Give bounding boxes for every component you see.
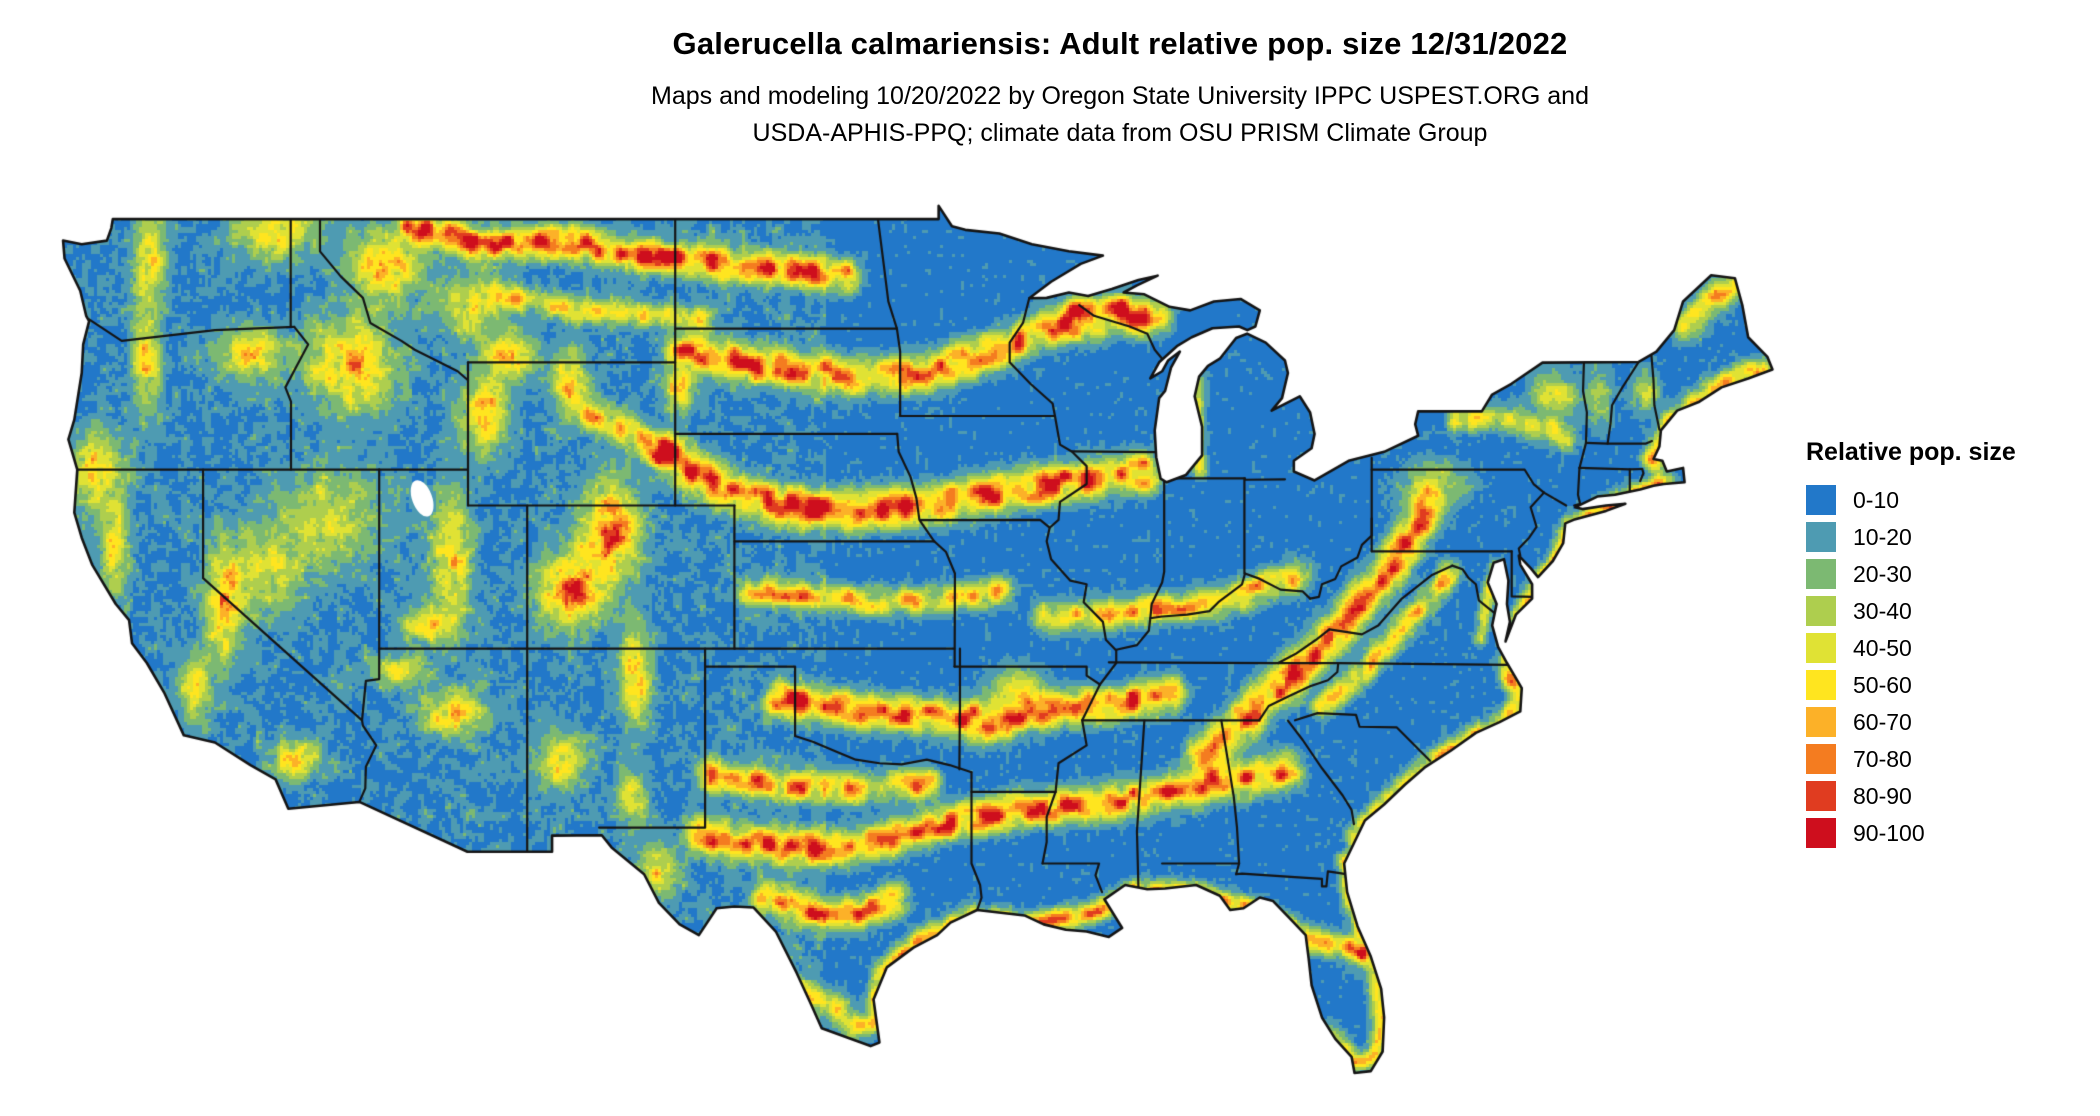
legend-item: 30-40 (1806, 596, 2016, 626)
legend-label: 60-70 (1853, 708, 1912, 735)
legend-swatch (1806, 670, 1836, 700)
legend-swatch (1806, 781, 1836, 811)
legend-label: 80-90 (1853, 782, 1912, 809)
legend-item: 90-100 (1806, 818, 2016, 848)
legend: Relative pop. size 0-10 10-20 20-30 30-40 40… (1806, 438, 2016, 855)
legend-item: 10-20 (1806, 522, 2016, 552)
map-title: Galerucella calmariensis: Adult relative… (672, 26, 1568, 61)
legend-label: 90-100 (1853, 819, 1925, 846)
legend-swatch (1806, 744, 1836, 774)
map-subtitle-line2: USDA-APHIS-PPQ; climate data from OSU PR… (752, 119, 1488, 147)
legend-swatch (1806, 818, 1836, 848)
legend-swatch (1806, 633, 1836, 663)
legend-item: 50-60 (1806, 670, 2016, 700)
legend-label: 0-10 (1853, 486, 1900, 513)
legend-item: 80-90 (1806, 781, 2016, 811)
legend-title: Relative pop. size (1806, 438, 2016, 466)
legend-item: 0-10 (1806, 485, 2016, 515)
legend-item: 40-50 (1806, 633, 2016, 663)
map-subtitle: Maps and modeling 10/20/2022 by Oregon S… (140, 78, 2100, 152)
legend-item: 70-80 (1806, 744, 2016, 774)
legend-label: 20-30 (1853, 560, 1912, 587)
legend-item: 20-30 (1806, 559, 2016, 589)
legend-items: 0-10 10-20 20-30 30-40 40-50 50-60 60-70 70-80 8… (1806, 485, 2016, 848)
legend-swatch (1806, 485, 1836, 515)
legend-label: 50-60 (1853, 671, 1912, 698)
legend-label: 40-50 (1853, 634, 1912, 661)
legend-label: 30-40 (1853, 597, 1912, 624)
legend-label: 10-20 (1853, 523, 1912, 550)
legend-swatch (1806, 707, 1836, 737)
legend-swatch (1806, 596, 1836, 626)
legend-swatch (1806, 559, 1836, 589)
legend-swatch (1806, 522, 1836, 552)
header: Galerucella calmariensis: Adult relative… (140, 26, 2100, 152)
legend-label: 70-80 (1853, 745, 1912, 772)
map-subtitle-line1: Maps and modeling 10/20/2022 by Oregon S… (651, 82, 1589, 110)
legend-item: 60-70 (1806, 707, 2016, 737)
